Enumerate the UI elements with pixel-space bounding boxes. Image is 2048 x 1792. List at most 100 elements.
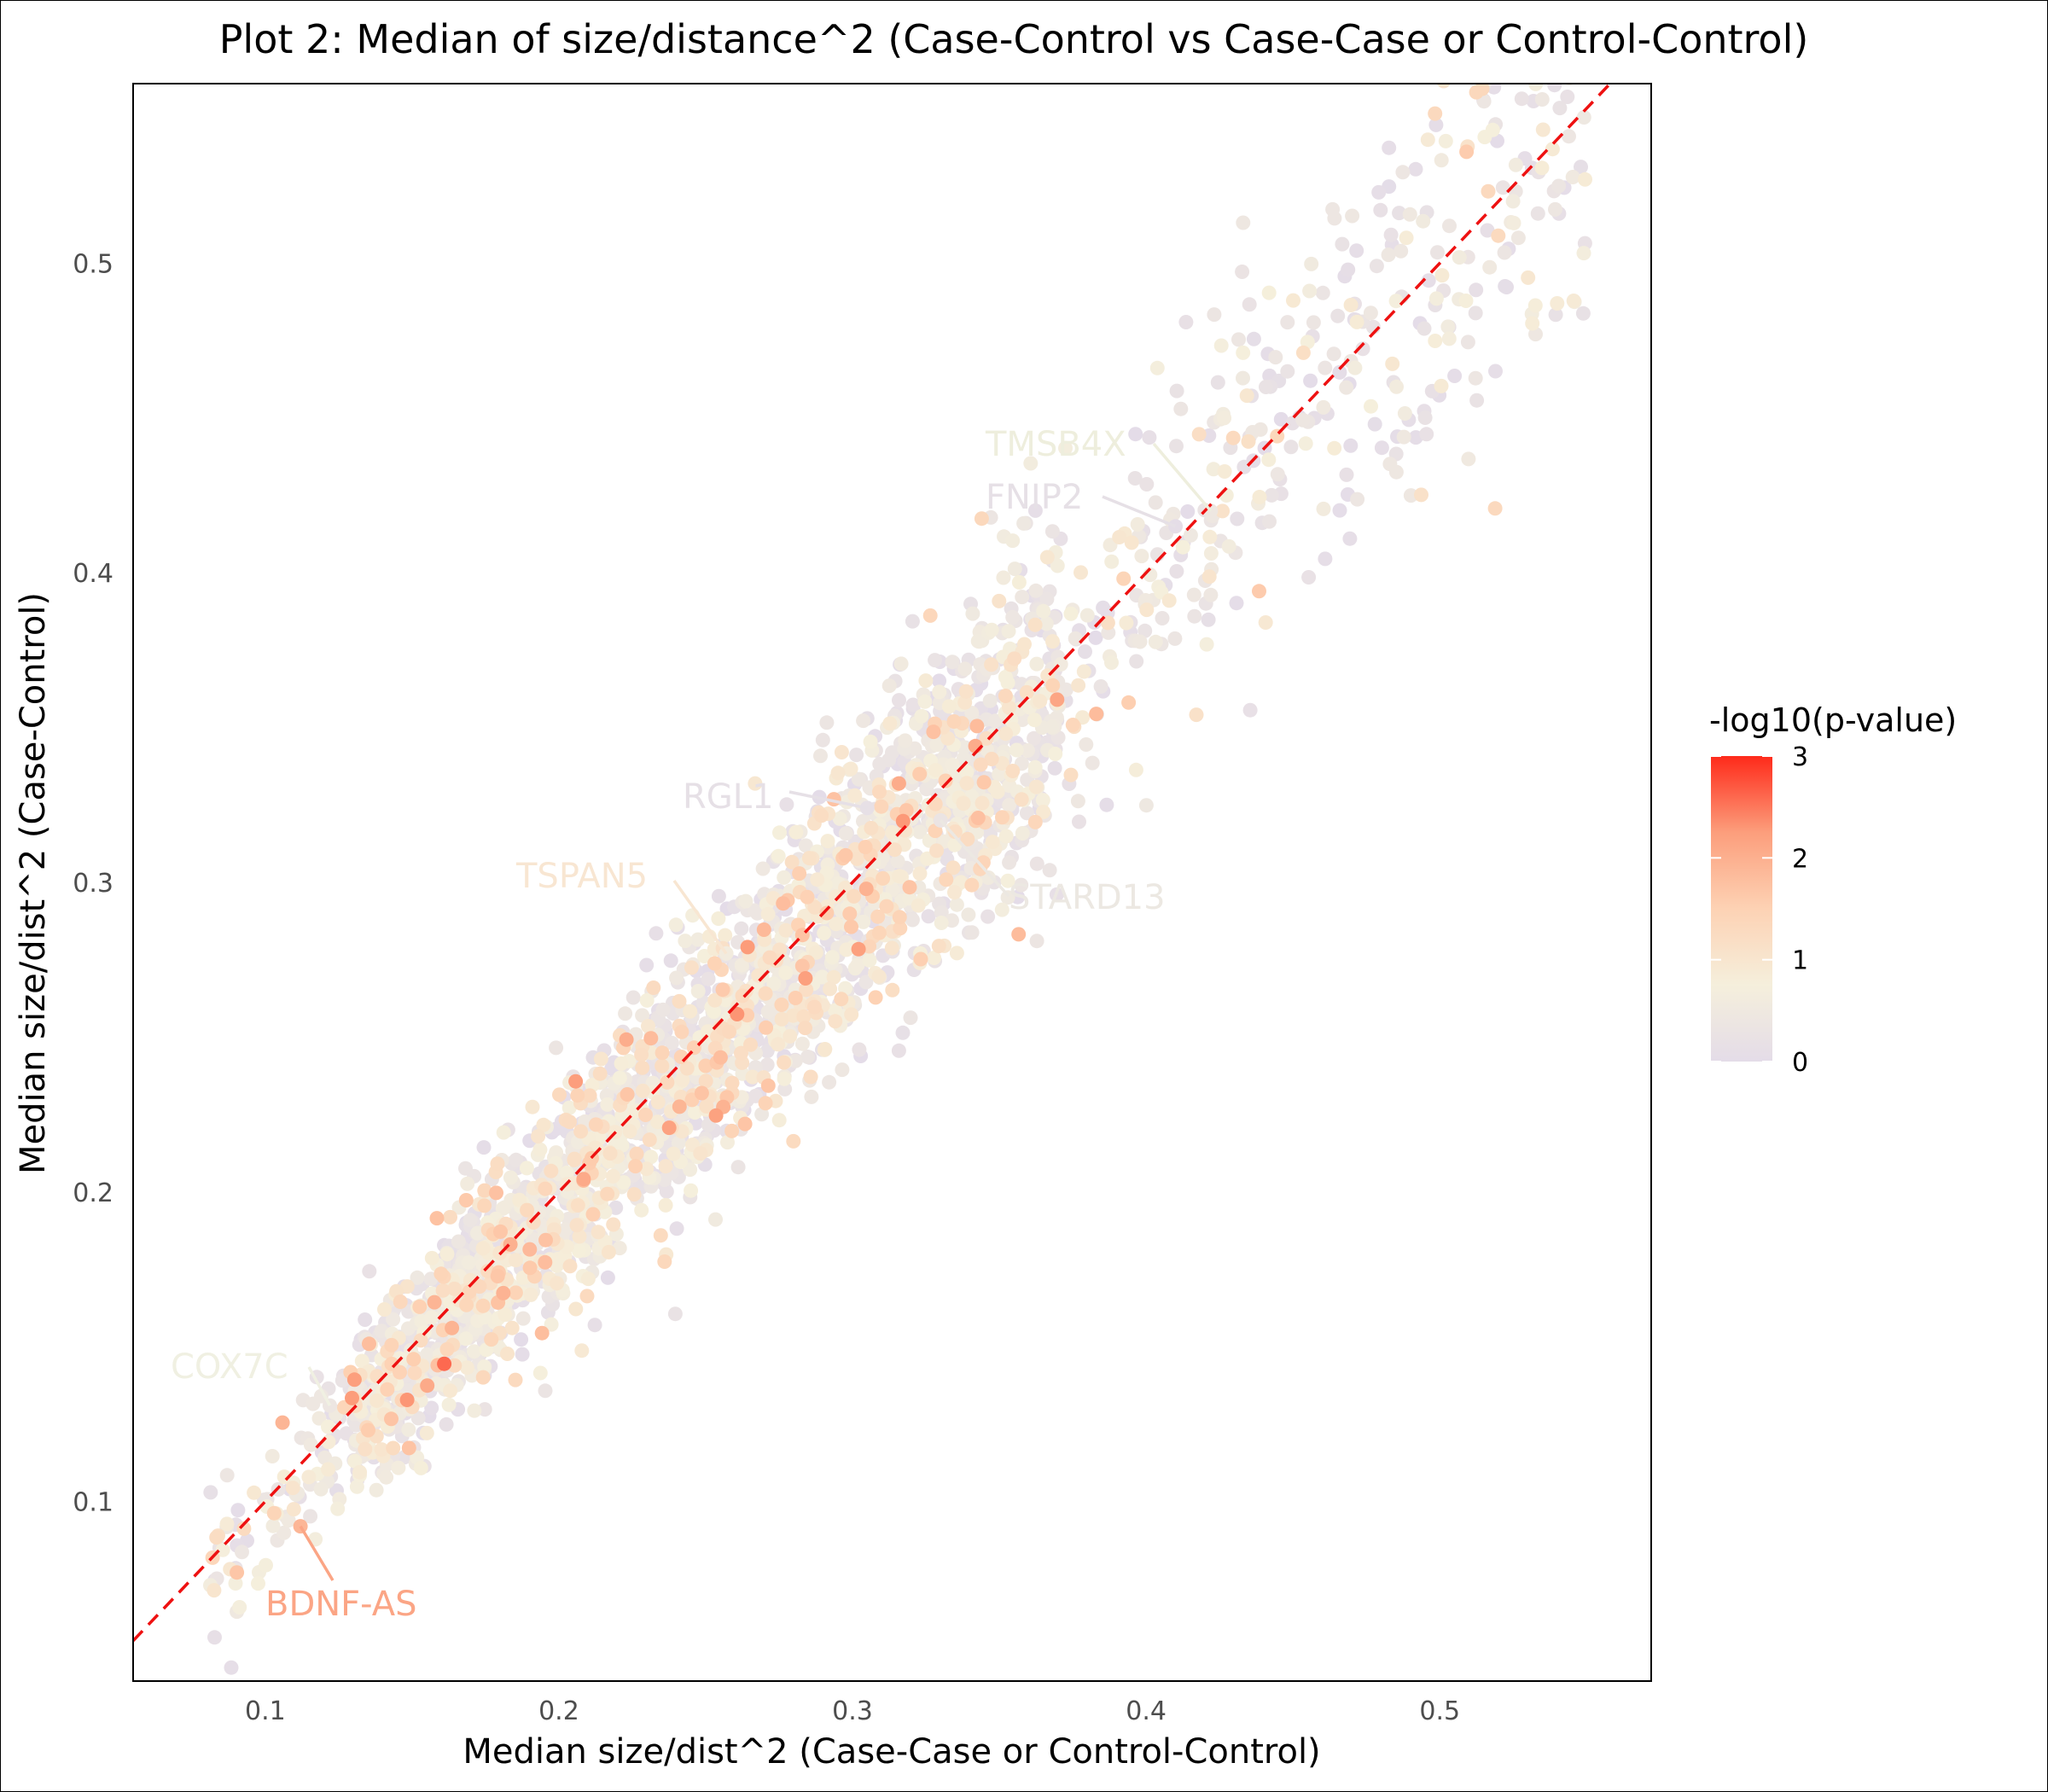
- data-point: [622, 1124, 637, 1139]
- data-point: [870, 909, 886, 924]
- data-point: [641, 1019, 655, 1033]
- data-point: [1132, 634, 1148, 649]
- legend-tick-label: 1: [1792, 946, 1808, 976]
- data-point: [784, 854, 800, 870]
- data-point: [1399, 230, 1414, 246]
- data-point: [774, 998, 789, 1012]
- data-point: [650, 1114, 666, 1130]
- data-point: [369, 1393, 385, 1408]
- data-point: [1258, 615, 1273, 630]
- data-point: [1565, 170, 1580, 184]
- data-point: [975, 855, 991, 870]
- x-axis-title: Median size/dist^2 (Case-Case or Control…: [463, 1732, 1320, 1772]
- data-point: [635, 1008, 650, 1023]
- data-point: [965, 606, 980, 621]
- data-point: [945, 860, 961, 876]
- data-point: [804, 1089, 819, 1104]
- data-point: [1199, 637, 1214, 652]
- data-point: [876, 870, 891, 886]
- data-point: [1134, 549, 1149, 564]
- data-point: [490, 1269, 505, 1283]
- y-tick-label: 0.1: [73, 1488, 113, 1518]
- data-point: [209, 1530, 224, 1545]
- data-point: [905, 697, 921, 713]
- data-point: [1039, 616, 1054, 631]
- data-point: [862, 952, 877, 968]
- data-point: [1027, 730, 1042, 746]
- label-connector: [672, 879, 728, 955]
- data-point: [512, 1192, 527, 1207]
- data-point: [605, 1168, 620, 1184]
- chart-title: Plot 2: Median of size/distance^2 (Case-…: [219, 16, 1809, 62]
- data-point: [643, 1149, 659, 1165]
- data-point: [1349, 243, 1364, 259]
- label-connector: [788, 790, 868, 810]
- data-point: [699, 1099, 714, 1114]
- x-tick-label: 0.1: [245, 1696, 286, 1726]
- data-point: [1050, 692, 1065, 707]
- data-point: [777, 1071, 792, 1086]
- data-point: [1327, 211, 1342, 226]
- data-point: [1438, 133, 1453, 148]
- data-point: [694, 1085, 709, 1101]
- data-point: [1339, 380, 1354, 395]
- data-point: [477, 1402, 492, 1417]
- data-point: [946, 714, 962, 729]
- data-point: [1316, 501, 1331, 516]
- data-point: [568, 1301, 584, 1317]
- data-point: [1355, 341, 1370, 357]
- data-point: [435, 1283, 451, 1298]
- data-point: [380, 1382, 395, 1397]
- data-point: [1045, 678, 1061, 693]
- data-point: [838, 847, 853, 863]
- data-point: [1545, 142, 1560, 157]
- data-point: [730, 1160, 746, 1175]
- data-point: [885, 824, 899, 840]
- data-point: [574, 1343, 590, 1359]
- data-point: [808, 945, 823, 960]
- data-point: [669, 970, 684, 986]
- data-point: [1364, 399, 1378, 414]
- data-point: [1548, 307, 1563, 323]
- legend-ticks: 0 1 2 3: [1711, 742, 1808, 1078]
- y-axis-title: Median size/dist^2 (Case-Control): [14, 592, 53, 1174]
- data-point: [1503, 61, 1517, 76]
- data-point: [484, 1332, 499, 1347]
- gene-label: RGL1: [683, 777, 774, 817]
- data-point: [964, 877, 980, 893]
- data-point: [684, 1183, 699, 1198]
- data-point: [1550, 296, 1565, 311]
- data-point: [760, 1004, 776, 1020]
- data-point: [885, 745, 899, 760]
- data-point: [1339, 467, 1354, 482]
- labeled-data-point: [1168, 519, 1184, 534]
- data-point: [1332, 364, 1347, 380]
- data-point: [1302, 283, 1318, 299]
- data-point: [822, 1074, 837, 1090]
- color-legend: -log10(p-value) 0 1 2 3: [1709, 701, 1957, 1078]
- data-point: [1318, 360, 1333, 375]
- data-point: [683, 1004, 698, 1019]
- data-point: [927, 951, 942, 965]
- data-point: [419, 1425, 434, 1440]
- data-point: [1262, 514, 1277, 529]
- data-point: [1139, 602, 1155, 618]
- data-point: [929, 737, 945, 753]
- data-point: [661, 1120, 677, 1136]
- data-point: [1576, 246, 1591, 261]
- data-point: [1280, 315, 1295, 330]
- data-point: [1301, 570, 1317, 585]
- data-point: [669, 1221, 684, 1236]
- data-point: [783, 1028, 798, 1044]
- data-point: [1295, 412, 1311, 428]
- data-point: [898, 733, 913, 748]
- data-point: [1047, 760, 1062, 776]
- data-point: [778, 965, 794, 980]
- data-point: [1330, 308, 1346, 323]
- data-point: [443, 1383, 458, 1399]
- data-point: [1510, 230, 1526, 246]
- gene-label: STARD13: [1009, 878, 1166, 917]
- data-point: [1506, 215, 1521, 230]
- data-point: [772, 825, 787, 841]
- data-point: [817, 926, 832, 940]
